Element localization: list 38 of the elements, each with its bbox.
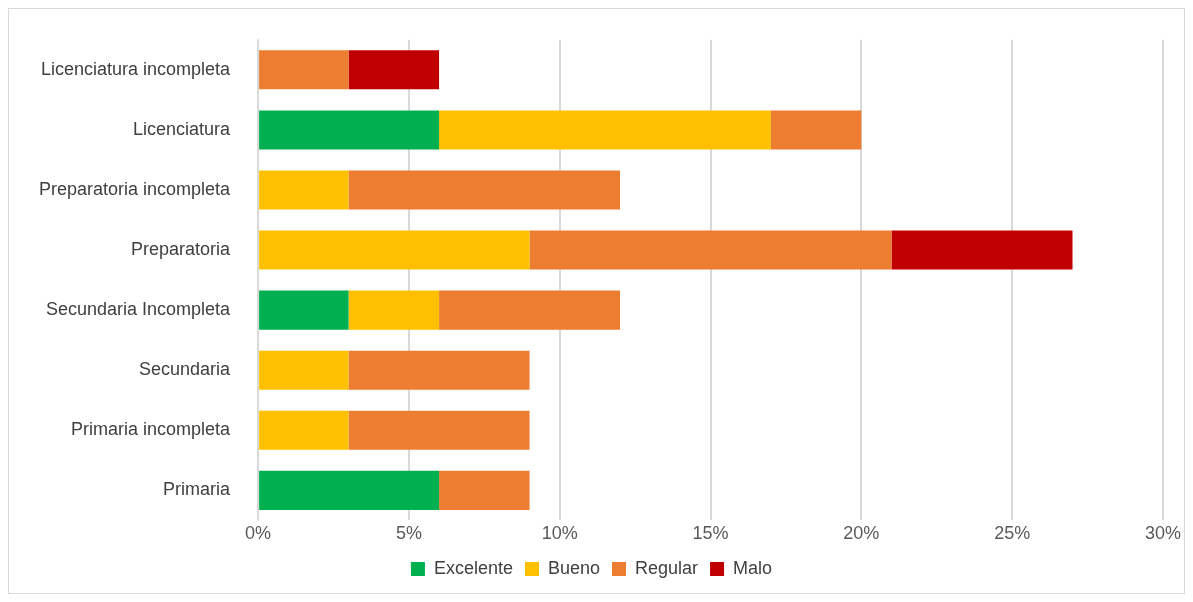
bar xyxy=(259,470,440,510)
y-tick-label: Licenciatura incompleta xyxy=(40,58,232,79)
y-tick-label: Primaria xyxy=(163,479,232,500)
bar xyxy=(259,230,530,270)
bar xyxy=(259,110,440,150)
bar xyxy=(348,50,440,90)
y-tick-label: Preparatoria xyxy=(131,239,232,260)
y-tick-label: Licenciatura xyxy=(133,118,232,139)
legend-label: Regular xyxy=(635,557,699,578)
x-tick-label: 0% xyxy=(245,523,272,544)
x-tick-label: 5% xyxy=(395,523,422,544)
legend-label: Malo xyxy=(733,557,773,578)
bar xyxy=(259,50,349,90)
bar xyxy=(770,110,862,150)
x-tick-label: 25% xyxy=(994,523,1031,544)
bar xyxy=(439,470,530,510)
bar xyxy=(348,290,440,330)
bar xyxy=(259,410,349,450)
bar xyxy=(348,170,621,210)
bar xyxy=(259,290,349,330)
x-tick-label: 10% xyxy=(541,523,578,544)
legend-label: Excelente xyxy=(433,557,513,578)
y-tick-label: Preparatoria incompleta xyxy=(38,178,232,199)
bar xyxy=(529,230,892,270)
x-tick-label: 30% xyxy=(1144,523,1181,544)
y-tick-label: Secundaria Incompleta xyxy=(45,299,232,320)
x-tick-label: 20% xyxy=(843,523,880,544)
bar xyxy=(348,410,530,450)
bar xyxy=(348,350,530,390)
bar xyxy=(439,290,621,330)
legend-label: Bueno xyxy=(547,557,601,578)
bar xyxy=(259,350,349,390)
bar xyxy=(891,230,1073,270)
x-tick-label: 15% xyxy=(692,523,729,544)
y-tick-label: Secundaria xyxy=(139,359,232,380)
bar xyxy=(439,110,771,150)
bar xyxy=(259,170,349,210)
y-tick-label: Primaria incompleta xyxy=(71,419,232,440)
